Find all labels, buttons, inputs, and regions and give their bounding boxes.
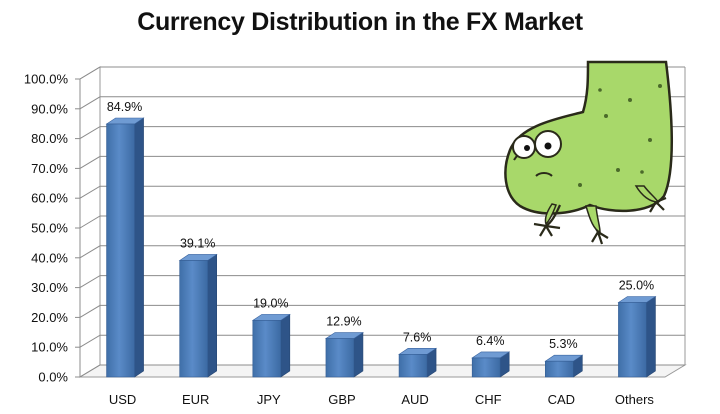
grid-line — [79, 304, 685, 318]
x-tick-label: Others — [615, 392, 655, 407]
bar-others — [617, 295, 657, 378]
data-label: 7.6% — [403, 330, 432, 344]
bar-front — [252, 320, 282, 378]
y-tick-label: 50.0% — [31, 221, 68, 236]
grid-line — [79, 126, 685, 140]
bar-aud — [398, 347, 438, 378]
bar-front — [106, 123, 135, 378]
grid-line — [79, 215, 685, 229]
x-tick-label: CHF — [475, 392, 502, 407]
x-axis-labels: USD EUR JPY GBP AUD CHF CAD Others — [109, 392, 655, 407]
data-label: 84.9% — [107, 100, 142, 114]
y-tick-label: 20.0% — [31, 310, 68, 325]
green-cartoon-monster-icon — [504, 60, 673, 245]
grid-line — [79, 66, 685, 80]
y-tick-label: 80.0% — [31, 131, 68, 146]
bar-jpy — [251, 313, 291, 378]
bar-front — [471, 357, 501, 378]
chart-title: Currency Distribution in the FX Market — [137, 8, 583, 36]
y-tick-label: 40.0% — [31, 250, 68, 265]
bar-chf — [471, 351, 511, 378]
x-tick-label: JPY — [257, 392, 281, 407]
x-tick-label: EUR — [182, 392, 209, 407]
grid-line — [79, 155, 685, 169]
bar-front — [179, 260, 208, 378]
bar-front — [398, 354, 428, 378]
data-label: 6.4% — [476, 334, 505, 348]
y-tick-label: 100.0% — [24, 72, 69, 87]
bar-front — [618, 302, 647, 378]
data-label: 19.0% — [253, 296, 288, 310]
bar-front — [545, 360, 574, 378]
y-tick-label: 30.0% — [31, 280, 68, 295]
y-tick-label: 90.0% — [31, 101, 68, 116]
bar-side — [207, 253, 217, 378]
bar-usd — [105, 117, 145, 378]
y-tick-label: 0.0% — [38, 370, 68, 385]
bar-front — [325, 338, 355, 378]
x-tick-label: CAD — [548, 392, 575, 407]
x-tick-label: AUD — [401, 392, 428, 407]
bar-eur — [178, 253, 218, 378]
floor — [78, 364, 687, 378]
data-label: 5.3% — [549, 337, 578, 351]
bar-side — [280, 313, 291, 378]
data-label: 25.0% — [619, 279, 654, 293]
y-tick-label: 10.0% — [31, 340, 68, 355]
bar-cad — [544, 354, 584, 378]
data-labels: 84.9% 39.1% 19.0% 12.9% 7.6% 6.4% 5.3% 25.0% — [107, 100, 654, 351]
bar-side — [134, 117, 144, 378]
bar-side — [353, 331, 364, 378]
grid-line — [79, 245, 685, 259]
x-tick-label: GBP — [328, 392, 355, 407]
bar-side — [646, 295, 656, 378]
grid-line — [79, 185, 685, 199]
grid-line — [79, 334, 685, 348]
x-tick-label: USD — [109, 392, 136, 407]
data-label: 12.9% — [326, 315, 361, 329]
data-label: 39.1% — [180, 236, 215, 250]
bar-gbp — [324, 331, 364, 378]
bars — [105, 117, 657, 378]
y-tick-label: 60.0% — [31, 191, 68, 206]
y-tick-label: 70.0% — [31, 161, 68, 176]
grid-line — [79, 96, 685, 110]
grid-line — [79, 275, 685, 289]
y-axis-ticks: 0.0% 10.0% 20.0% 30.0% 40.0% 50.0% 60.0% 70.0% 8… — [24, 72, 81, 385]
